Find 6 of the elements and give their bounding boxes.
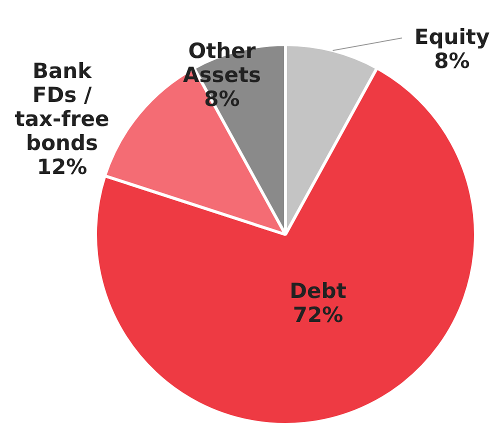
slice-label: Equity (414, 24, 490, 49)
data-label: 72% (292, 302, 344, 327)
data-label: 8% (434, 48, 470, 73)
slice-label: Debt (290, 278, 346, 303)
slice-label: Bank FDs / tax-free bonds (14, 58, 110, 155)
data-label: 12% (36, 154, 88, 179)
